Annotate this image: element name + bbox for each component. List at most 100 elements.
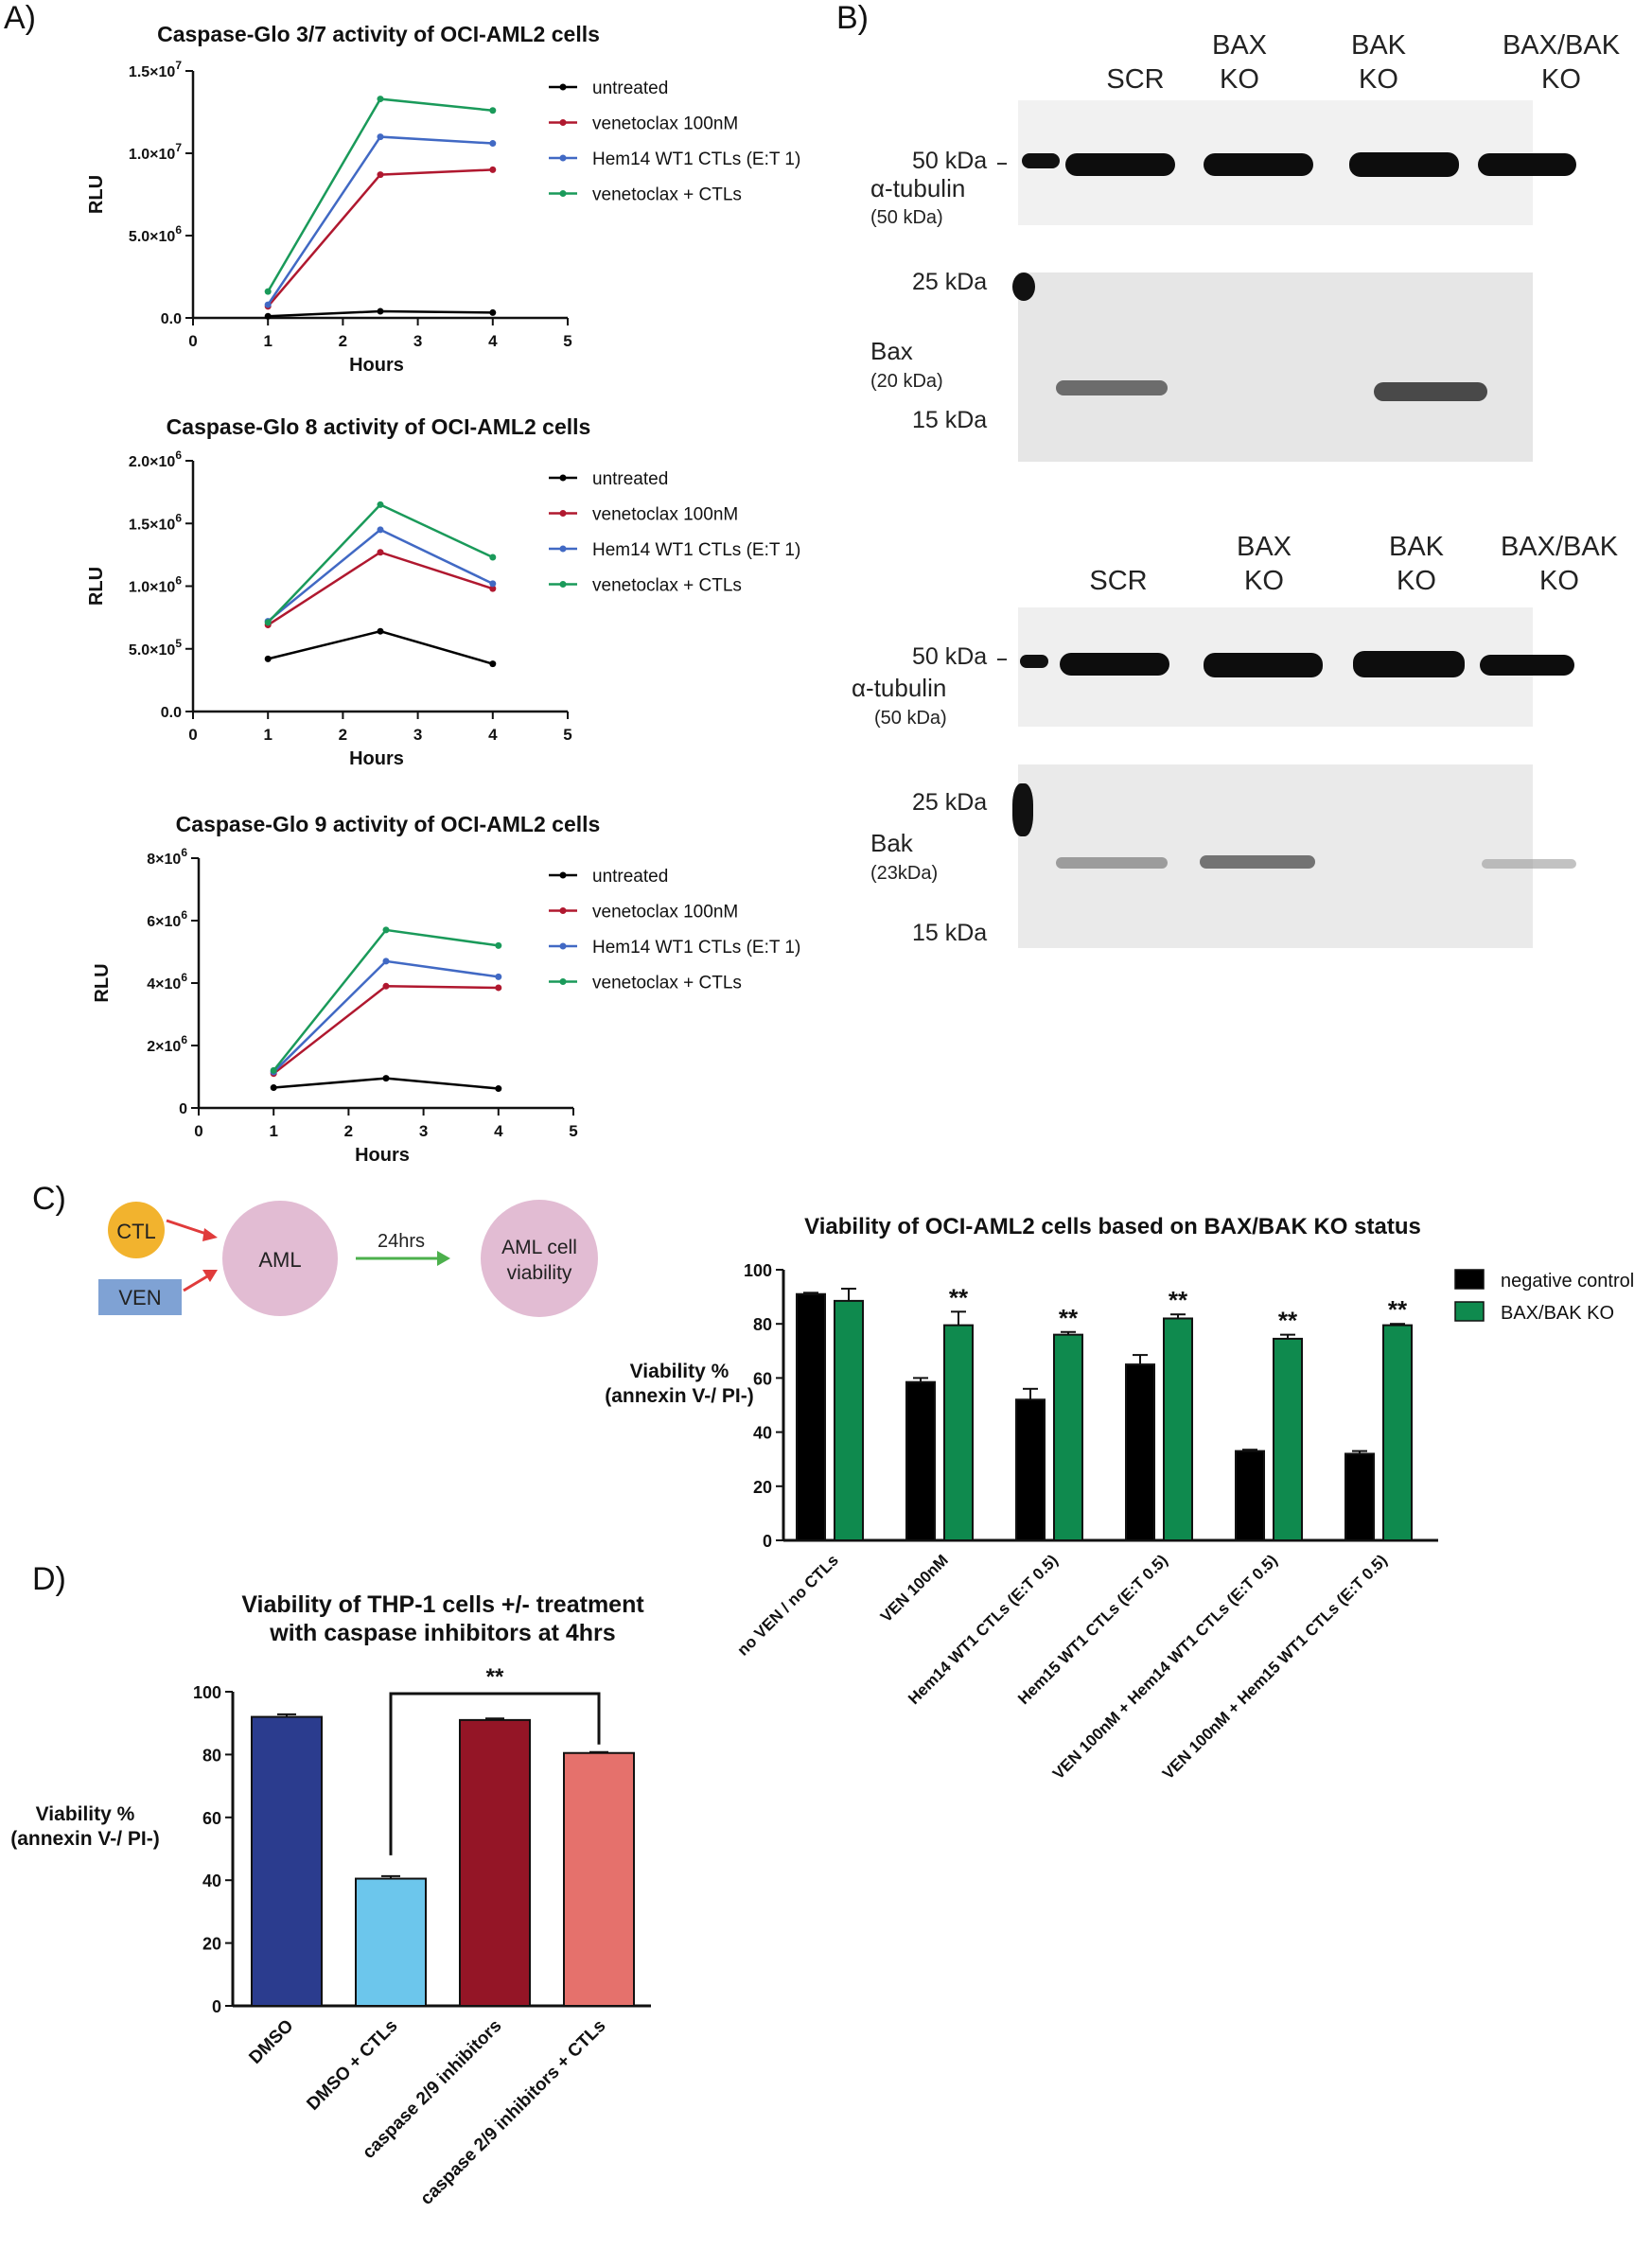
bar-baxbak: [1163, 1317, 1193, 1541]
caspase-3-7-line-chart: Caspase-Glo 3/7 activity of OCI-AML2 cel…: [86, 22, 800, 376]
tubulin-band: [1060, 653, 1169, 676]
x-tick-label: 5: [563, 332, 571, 350]
legend-label-negative: negative control: [1501, 1271, 1634, 1292]
x-axis-label: Hours: [355, 1145, 410, 1166]
ctl-arrowhead: [202, 1228, 218, 1241]
x-category-label: VEN 100nM + Hem14 WT1 CTLs (E:T 0.5): [1049, 1551, 1281, 1783]
y-tick-label: 2×106: [147, 1033, 187, 1055]
bar-negative: [1125, 1363, 1155, 1541]
legend-label-baxbak: BAX/BAK KO: [1501, 1303, 1614, 1324]
bar-negative: [796, 1292, 826, 1541]
data-point-venetoclax: [377, 171, 384, 179]
marker-50kda: 50 kDa: [912, 148, 988, 174]
chart-title: Caspase-Glo 9 activity of OCI-AML2 cells: [176, 812, 601, 836]
legend-label-venetoclax: venetoclax 100nM: [592, 114, 738, 134]
legend-label-venetoclax: venetoclax 100nM: [592, 903, 738, 923]
tubulin-band: [1065, 153, 1175, 176]
legend-marker-untreated: [559, 474, 567, 482]
tubulin-band: [1022, 153, 1060, 168]
caspase-9-line-chart: Caspase-Glo 9 activity of OCI-AML2 cells…: [92, 812, 800, 1166]
y-tick-base: 8×10: [147, 852, 181, 868]
marker-tick: [997, 659, 1007, 660]
tubulin-band: [1478, 153, 1576, 176]
legend-label-combo: venetoclax + CTLs: [592, 576, 742, 596]
bax-band: [1374, 382, 1487, 401]
western-blot-bak: SCR BAX KO BAK KO BAX/BAK KO 50 kDa α-tubul…: [833, 501, 1652, 975]
thp1-viability-bar-chart: Viability of THP-1 cells +/- treatmentwi…: [10, 1591, 651, 2209]
legend-marker-venetoclax: [559, 510, 567, 517]
y-tick-label: 1.0×107: [129, 141, 182, 163]
bak-target-size: (23kDa): [870, 863, 939, 884]
loading-control-size: (50 kDa): [870, 207, 943, 228]
y-tick-base: 1.0×10: [129, 580, 175, 596]
significance-bracket: [389, 1692, 601, 1855]
tubulin-blot-strip: [1018, 607, 1574, 727]
legend-label-ctl: Hem14 WT1 CTLs (E:T 1): [592, 938, 800, 958]
data-point-ctl: [377, 133, 384, 141]
y-tick-base: 2×10: [147, 1039, 181, 1055]
y-tick-label: 5.0×106: [129, 223, 182, 245]
y-tick-exponent: 6: [175, 448, 182, 462]
legend-marker-ctl: [559, 545, 567, 553]
data-point-combo: [495, 941, 502, 949]
bax-target-name: Bax: [870, 337, 913, 365]
legend-label-ctl: Hem14 WT1 CTLs (E:T 1): [592, 540, 800, 560]
y-tick-label: 0: [179, 1101, 187, 1117]
tubulin-band: [1204, 153, 1313, 176]
legend-label-untreated: untreated: [592, 867, 668, 887]
blot-artifact: [1012, 272, 1035, 301]
y-tick-base: 6×10: [147, 914, 181, 930]
bar-negative: [905, 1380, 936, 1541]
y-tick-label: 4×106: [147, 971, 187, 993]
y-tick-label: 1.0×106: [129, 574, 182, 596]
lane-header-bak-ko: BAK KO: [1350, 30, 1407, 95]
y-tick-exponent: 6: [175, 574, 182, 588]
ven-label: VEN: [118, 1286, 161, 1309]
bar-baxbak: [1382, 1324, 1413, 1541]
x-tick-label: 2: [339, 332, 347, 350]
data-point-ctl: [382, 958, 390, 965]
x-tick-label: 5: [563, 726, 571, 744]
treatment-schematic: CTL VEN AML 24hrs AML cell viability: [98, 1200, 598, 1317]
y-tick-label: 20: [753, 1478, 772, 1497]
data-point-venetoclax: [489, 166, 497, 173]
panel-label-b: B): [836, 0, 869, 36]
legend-marker-combo: [559, 978, 567, 985]
data-point-untreated: [377, 308, 384, 315]
legend-label-combo: venetoclax + CTLs: [592, 974, 742, 993]
y-tick-exponent: 5: [175, 637, 182, 650]
bar-casp: [459, 1718, 531, 2007]
y-tick-exponent: 6: [175, 223, 182, 237]
y-tick-label: 2.0×106: [129, 448, 182, 470]
x-category-label: DMSO + CTLs: [303, 2016, 401, 2115]
legend-marker-venetoclax: [559, 907, 567, 914]
loading-control-name: α-tubulin: [852, 674, 947, 702]
time-arrowhead: [437, 1251, 450, 1266]
legend-marker-untreated: [559, 871, 567, 879]
data-point-combo: [489, 554, 497, 561]
legend-marker-untreated: [559, 83, 567, 91]
panel-label-a: A): [4, 0, 36, 36]
y-axis-label: (annexin V-/ PI-): [10, 1828, 160, 1850]
y-tick-base: 4×10: [147, 976, 181, 993]
x-tick-label: 0: [188, 332, 197, 350]
legend-swatch-negative: [1454, 1269, 1485, 1290]
data-point-untreated: [489, 308, 497, 316]
viability-circle: [481, 1200, 598, 1317]
y-tick-exponent: 6: [181, 908, 187, 922]
y-tick-label: 6×106: [147, 908, 187, 930]
bak-target-name: Bak: [870, 829, 913, 857]
ven-box: [98, 1279, 182, 1315]
y-axis-label: RLU: [86, 175, 107, 214]
chart-title: Caspase-Glo 3/7 activity of OCI-AML2 cel…: [157, 22, 600, 46]
bax-blot-strip: [1012, 272, 1533, 462]
y-tick-base: 2.0×10: [129, 454, 175, 470]
y-tick-base: 5.0×10: [129, 229, 175, 245]
y-tick-label: 8×106: [147, 846, 187, 868]
marker-25kda: 25 kDa: [912, 269, 988, 295]
y-tick-label: 0: [212, 1997, 221, 2016]
y-tick-label: 1.5×106: [129, 511, 182, 533]
y-tick-exponent: 6: [181, 971, 187, 984]
data-point-ctl: [489, 140, 497, 148]
aml-label: AML: [258, 1248, 301, 1272]
